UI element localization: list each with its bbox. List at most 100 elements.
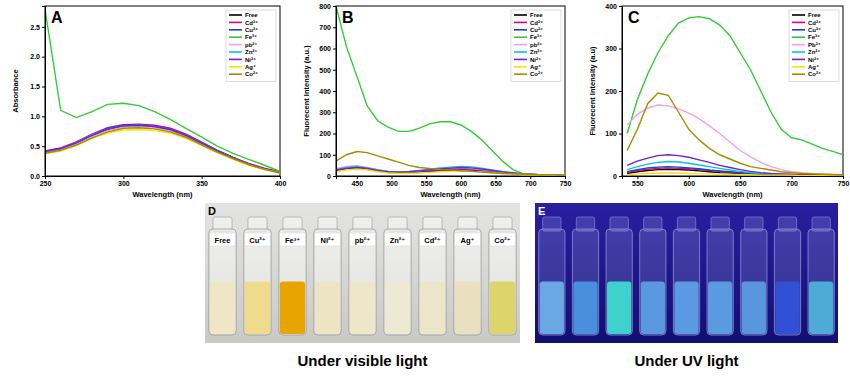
- panel: 2503003504000.00.51.01.52.02.5Wavelength…: [11, 6, 286, 199]
- vial: Free: [209, 217, 236, 335]
- tick-mark: [792, 176, 793, 179]
- tick: 500: [319, 66, 336, 73]
- tick: 650: [490, 176, 502, 187]
- tick: 200: [605, 88, 622, 95]
- tick-mark: [619, 6, 622, 7]
- photo-caption: Under UV light: [634, 352, 738, 369]
- vial-body: [808, 229, 834, 335]
- legend-swatch: [792, 44, 805, 46]
- tick-mark: [333, 6, 336, 7]
- tick-mark: [42, 176, 45, 177]
- legend-swatch: [229, 36, 242, 38]
- panel: 5506006507007500100200300400Wavelength (…: [588, 3, 849, 199]
- vial: Ni²⁺: [314, 217, 341, 335]
- legend-swatch: [792, 36, 805, 38]
- tick-label: 550: [421, 180, 433, 187]
- tick: 0.0: [30, 173, 45, 180]
- tick: 200: [319, 130, 336, 137]
- vial-label: Cd²⁺: [424, 236, 440, 245]
- vial: pb²⁺: [349, 217, 376, 335]
- legend-label: Ag⁺: [808, 64, 819, 70]
- tick-mark: [496, 176, 497, 179]
- series-line: [45, 128, 280, 173]
- legend-swatch: [792, 59, 805, 61]
- tick-mark: [619, 91, 622, 92]
- legend-swatch: [229, 73, 242, 75]
- vial: Co²⁺: [489, 217, 516, 335]
- legend-label: Cd²⁺: [530, 20, 543, 26]
- tick: 550: [632, 176, 644, 187]
- legend: FreeCd²⁺Cu²⁺Fe³⁺pb²⁺Zn²⁺Ni²⁺Ag⁺Co²⁺: [511, 10, 561, 82]
- vial-liquid: [210, 281, 235, 334]
- tick-mark: [333, 155, 336, 156]
- tick: 0: [613, 173, 622, 180]
- tick: 700: [319, 24, 336, 31]
- plot-frame: [45, 6, 280, 176]
- vial-body: [572, 229, 598, 335]
- tick-label: 600: [683, 180, 695, 187]
- vial-tag: [420, 233, 445, 246]
- legend-label: Co²⁺: [245, 71, 258, 77]
- tick-label: 200: [605, 88, 617, 95]
- legend-label: Ni²⁺: [530, 57, 541, 63]
- legend-label: Ag⁺: [530, 64, 541, 70]
- y-axis: 0100200300400500600700800: [319, 3, 336, 180]
- tick-label: 400: [319, 88, 331, 95]
- vial-liquid: [742, 281, 766, 334]
- vial-body: [314, 229, 341, 335]
- vial-body: [209, 229, 236, 335]
- tick-mark: [333, 176, 336, 177]
- tick: 250: [40, 176, 52, 187]
- series-line: [45, 125, 280, 172]
- tick-label: 550: [632, 180, 644, 187]
- x-axis-title: Wavelength (nm): [132, 190, 193, 199]
- vial-liquid: [420, 281, 445, 334]
- tick-label: 600: [319, 45, 331, 52]
- tick-label: 750: [560, 180, 572, 187]
- tick-label: 600: [456, 180, 468, 187]
- vial-liquid: [809, 281, 833, 334]
- legend-swatch: [792, 73, 805, 75]
- y-axis-title: Absorbance: [11, 69, 20, 112]
- legend-swatch: [514, 51, 527, 53]
- tick: 1.0: [30, 113, 45, 120]
- tick: 400: [319, 88, 336, 95]
- legend-label: Cu²⁺: [245, 27, 258, 33]
- lines: [336, 6, 565, 176]
- legend-box: [511, 10, 561, 82]
- photo-title: E: [538, 205, 545, 217]
- vial-body: [539, 229, 565, 335]
- tick-mark: [426, 176, 427, 179]
- legend-label: Free: [530, 12, 543, 18]
- legend-label: Fe³⁺: [530, 34, 542, 40]
- tick: 550: [421, 176, 433, 187]
- photo: FreeCu²⁺Fe³⁺Ni²⁺pb²⁺Zn²⁺Cd²⁺Ag⁺Co²⁺DUnde…: [205, 203, 520, 369]
- tick-mark: [123, 176, 124, 179]
- legend-swatch: [229, 66, 242, 68]
- axis-line: [337, 177, 566, 180]
- y-axis: 0.00.51.01.52.02.5: [30, 7, 45, 180]
- legend-swatch: [792, 14, 805, 16]
- vial-label: Zn²⁺: [390, 236, 406, 245]
- series-line: [45, 125, 280, 172]
- tick-label: 700: [525, 180, 537, 187]
- x-axis: 250300350400: [40, 176, 287, 187]
- legend-label: Co²⁺: [808, 71, 821, 77]
- legend-label: Cd²⁺: [808, 20, 821, 26]
- tick: 0.5: [30, 143, 45, 150]
- tick: 100: [319, 151, 336, 158]
- tick-mark: [689, 176, 690, 179]
- vial-label: Ni²⁺: [321, 236, 335, 245]
- tick: 400: [605, 3, 622, 10]
- tick: 600: [683, 176, 695, 187]
- tick-mark: [530, 176, 531, 179]
- y-axis-title: Fluorecent Intensity (a.u): [588, 46, 597, 136]
- tick-label: 800: [319, 3, 331, 10]
- tick-label: 100: [605, 130, 617, 137]
- plot-frame: [622, 6, 843, 176]
- tick-mark: [42, 116, 45, 117]
- series-line: [45, 129, 280, 173]
- tick: 450: [351, 176, 363, 187]
- series-line: [336, 152, 565, 176]
- tick: 400: [275, 176, 287, 187]
